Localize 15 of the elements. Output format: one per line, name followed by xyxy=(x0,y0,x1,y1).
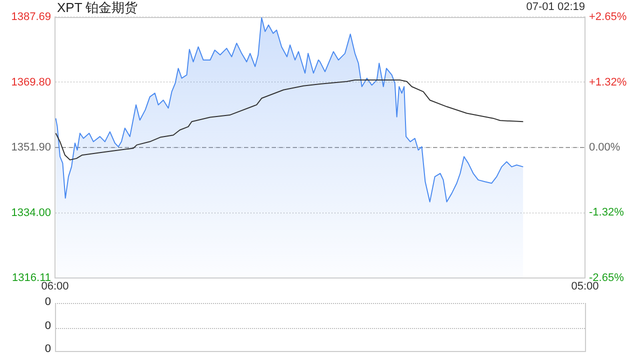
y-tick-label: 1334.00 xyxy=(11,206,51,219)
text: 0 xyxy=(44,343,51,355)
y2-tick-label: +1.32% xyxy=(589,76,627,89)
x-tick-label: 06:00 xyxy=(41,280,69,293)
text: 0 xyxy=(44,296,51,308)
y2-tick-label: -1.32% xyxy=(589,206,624,219)
y-tick-label: 1387.69 xyxy=(11,11,51,24)
y-tick-label: 1369.80 xyxy=(11,76,51,88)
text: 07-01 02:19 xyxy=(526,1,585,13)
x-tick-label: 05:00 xyxy=(571,280,599,293)
text: 0 xyxy=(44,320,51,332)
y2-tick-label: 0.00% xyxy=(589,142,620,154)
y2-tick-label: +2.65% xyxy=(589,11,627,24)
chart-title: XPT 铂金期货 xyxy=(57,0,138,17)
y-tick-label: 1351.90 xyxy=(11,142,51,154)
